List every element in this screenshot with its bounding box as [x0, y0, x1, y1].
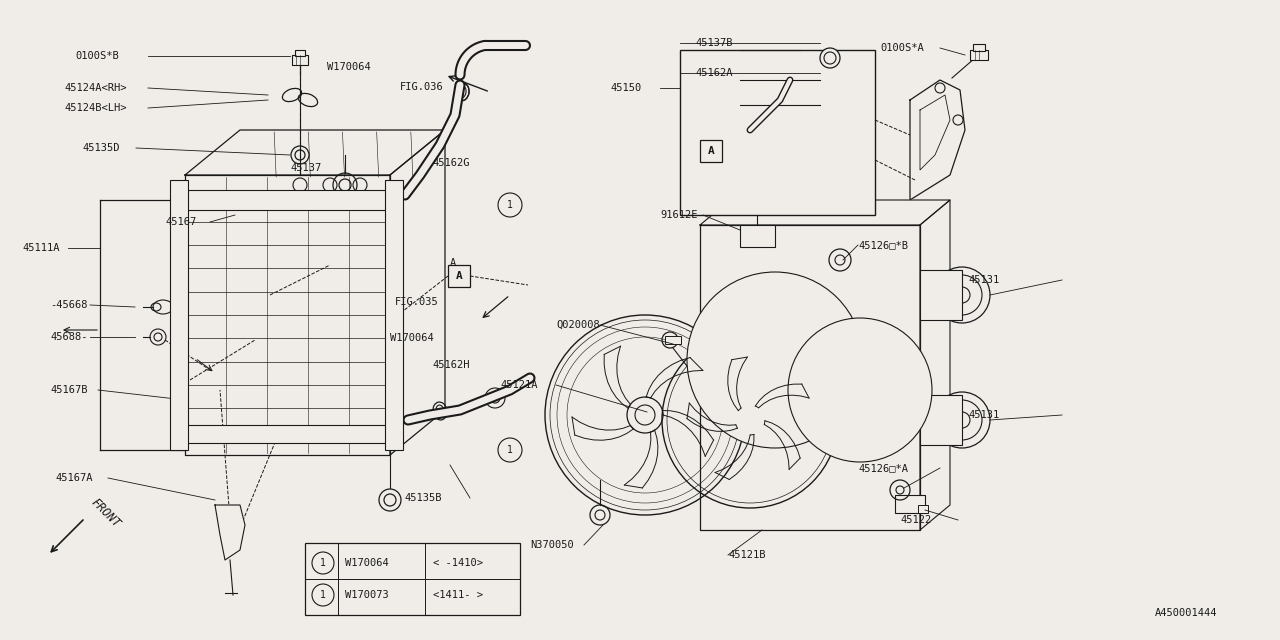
Circle shape: [312, 584, 334, 606]
Circle shape: [735, 405, 765, 435]
Text: A450001444: A450001444: [1155, 608, 1217, 618]
Text: 0100S*B: 0100S*B: [76, 51, 119, 61]
Bar: [666, 336, 681, 344]
Text: 45167A: 45167A: [55, 473, 92, 483]
Bar: [385, 180, 403, 450]
Text: < -1410>: < -1410>: [433, 558, 483, 568]
Circle shape: [788, 318, 932, 462]
Text: 45124A<RH>: 45124A<RH>: [64, 83, 127, 93]
Text: -45668: -45668: [50, 300, 87, 310]
Text: W170064: W170064: [326, 62, 371, 72]
Text: 45111A: 45111A: [22, 243, 59, 253]
Text: 45126□*B: 45126□*B: [858, 240, 908, 250]
Bar: [170, 180, 188, 450]
Text: 45135D: 45135D: [82, 143, 119, 153]
Circle shape: [312, 552, 334, 574]
Bar: [740, 225, 774, 247]
Text: 45162H: 45162H: [433, 360, 470, 370]
Text: 45137: 45137: [291, 163, 321, 173]
Text: 45121B: 45121B: [728, 550, 765, 560]
Polygon shape: [700, 200, 950, 225]
Text: 45122: 45122: [900, 515, 932, 525]
Bar: [920, 270, 963, 320]
Bar: [920, 395, 963, 445]
Text: 1: 1: [320, 590, 326, 600]
Bar: [700, 140, 722, 162]
Text: 1: 1: [320, 558, 326, 568]
Text: Q020008: Q020008: [556, 320, 600, 330]
Text: 45150: 45150: [611, 83, 641, 93]
Bar: [680, 50, 876, 215]
Bar: [180, 425, 396, 443]
Text: 45137B: 45137B: [695, 38, 732, 48]
Polygon shape: [215, 505, 244, 560]
Bar: [973, 44, 986, 51]
Text: 1: 1: [507, 200, 513, 210]
Text: 45162A: 45162A: [695, 68, 732, 78]
Text: 0100S*A: 0100S*A: [881, 43, 924, 53]
Text: 45162G: 45162G: [433, 158, 470, 168]
Text: <1411- >: <1411- >: [433, 590, 483, 600]
Text: N370050: N370050: [530, 540, 573, 550]
Text: A: A: [451, 258, 456, 268]
Polygon shape: [186, 175, 390, 455]
Text: W170073: W170073: [346, 590, 389, 600]
Bar: [180, 190, 396, 210]
Circle shape: [498, 193, 522, 217]
Text: 45688-: 45688-: [50, 332, 87, 342]
Text: 45167: 45167: [165, 217, 196, 227]
Polygon shape: [910, 80, 965, 200]
Bar: [305, 543, 520, 615]
Text: FIG.036: FIG.036: [401, 82, 444, 92]
Text: FRONT: FRONT: [88, 496, 123, 530]
Text: A: A: [456, 271, 462, 281]
Text: 45121A: 45121A: [500, 380, 538, 390]
Bar: [970, 50, 988, 60]
Polygon shape: [920, 95, 950, 170]
Text: 1: 1: [507, 445, 513, 455]
Circle shape: [934, 267, 989, 323]
Circle shape: [687, 272, 863, 448]
Bar: [918, 505, 928, 513]
Text: 45167B: 45167B: [50, 385, 87, 395]
Circle shape: [934, 392, 989, 448]
Circle shape: [498, 438, 522, 462]
Polygon shape: [920, 200, 950, 530]
Text: 45135B: 45135B: [404, 493, 442, 503]
Text: 45131: 45131: [968, 410, 1000, 420]
Text: 45124B<LH>: 45124B<LH>: [64, 103, 127, 113]
Text: W170064: W170064: [346, 558, 389, 568]
Bar: [895, 495, 925, 513]
Bar: [294, 50, 305, 56]
Text: 91612E: 91612E: [660, 210, 698, 220]
Polygon shape: [700, 225, 920, 530]
Bar: [448, 265, 470, 287]
Circle shape: [627, 397, 663, 433]
Text: 45126□*A: 45126□*A: [858, 463, 908, 473]
Text: A: A: [708, 146, 714, 156]
Polygon shape: [390, 130, 445, 455]
Circle shape: [820, 48, 840, 68]
Text: W170064: W170064: [390, 333, 434, 343]
Text: FIG.035: FIG.035: [396, 297, 439, 307]
Polygon shape: [186, 130, 445, 175]
Text: 45131: 45131: [968, 275, 1000, 285]
Bar: [292, 55, 308, 65]
